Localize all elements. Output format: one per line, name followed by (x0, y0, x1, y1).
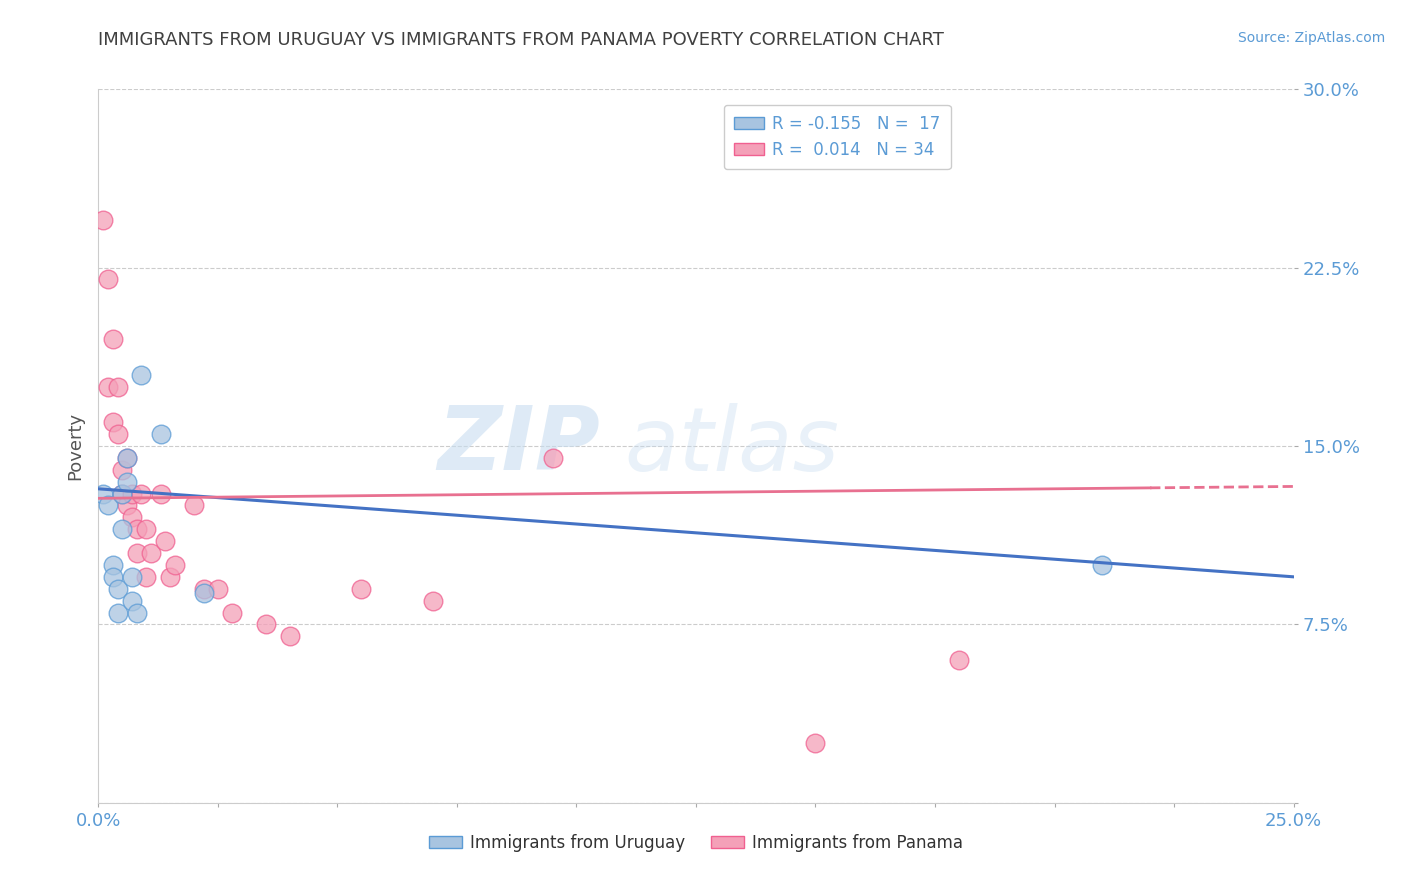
Point (207, 582, 229, 596)
Point (149, 486, 172, 500)
Text: atlas: atlas (624, 403, 839, 489)
Point (115, 450, 138, 465)
Point (159, 570, 181, 584)
Point (121, 593, 143, 607)
Point (107, 379, 129, 393)
Point (111, 486, 134, 500)
Point (948, 653, 970, 667)
Y-axis label: Poverty: Poverty (66, 412, 84, 480)
Point (101, 570, 124, 584)
Point (101, 332, 124, 346)
Point (97, 379, 120, 393)
Point (125, 606, 148, 620)
Point (91, 213, 114, 227)
Point (115, 450, 138, 465)
Point (149, 427, 172, 442)
Point (107, 606, 129, 620)
Legend: Immigrants from Uruguay, Immigrants from Panama: Immigrants from Uruguay, Immigrants from… (422, 828, 970, 859)
Point (125, 546, 148, 560)
Point (121, 510, 143, 524)
Point (804, 736, 827, 750)
Point (422, 593, 444, 607)
Point (135, 522, 157, 536)
Point (101, 415, 124, 429)
Point (121, 570, 143, 584)
Point (278, 629, 301, 643)
Point (115, 475, 138, 489)
Point (163, 558, 186, 572)
Text: ZIP: ZIP (437, 402, 600, 490)
Point (101, 558, 124, 572)
Point (121, 486, 143, 500)
Point (111, 522, 134, 536)
Point (254, 617, 277, 632)
Point (97, 499, 120, 513)
Point (111, 463, 134, 477)
Text: Source: ZipAtlas.com: Source: ZipAtlas.com (1237, 31, 1385, 45)
Point (183, 499, 205, 513)
Point (107, 582, 129, 596)
Point (350, 582, 373, 596)
Point (193, 586, 215, 600)
Point (193, 582, 215, 596)
Point (111, 486, 134, 500)
Point (155, 534, 177, 549)
Point (115, 499, 138, 513)
Point (97, 272, 120, 286)
Point (1091, 558, 1114, 572)
Point (131, 486, 153, 500)
Text: IMMIGRANTS FROM URUGUAY VS IMMIGRANTS FROM PANAMA POVERTY CORRELATION CHART: IMMIGRANTS FROM URUGUAY VS IMMIGRANTS FR… (98, 31, 945, 49)
Point (125, 522, 148, 536)
Point (91, 486, 114, 500)
Point (131, 368, 153, 382)
Point (139, 546, 162, 560)
Point (541, 450, 564, 465)
Point (135, 570, 157, 584)
Point (107, 427, 129, 442)
Point (221, 606, 243, 620)
